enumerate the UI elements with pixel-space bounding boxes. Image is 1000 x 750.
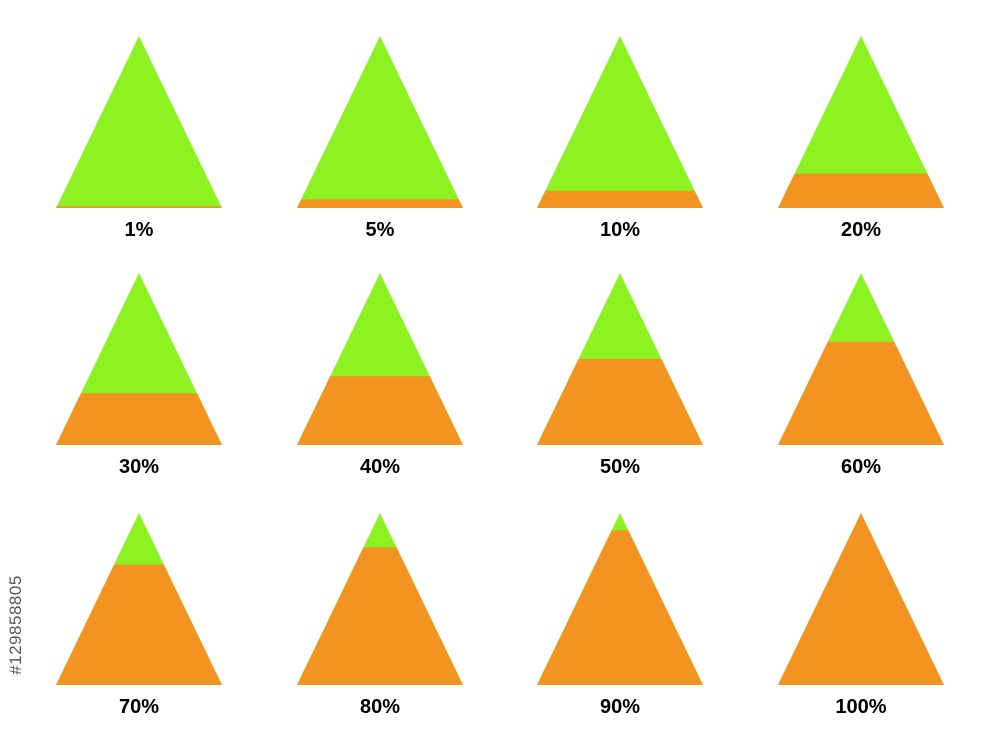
pyramid-10: 80% [297, 513, 463, 718]
pyramid-filled-part [778, 341, 944, 445]
stock-id-watermark: #129858805 [2, 510, 30, 740]
pyramid-filled-part [297, 376, 463, 445]
pyramid-percent-label: 10% [600, 219, 640, 241]
pyramid-percent-label: 40% [360, 456, 400, 478]
pyramid-4: 20% [778, 36, 944, 241]
pyramid-1: 1% [56, 36, 222, 241]
pyramid-2: 5% [297, 36, 463, 241]
pyramid-filled-part [56, 564, 222, 685]
pyramid-percent-label: 90% [600, 696, 640, 718]
pyramid-percent-label: 100% [835, 696, 886, 718]
pyramid-filled-part [297, 547, 463, 685]
pyramid-filled-part [297, 199, 463, 208]
pyramid-percent-label: 5% [366, 219, 395, 241]
pyramid-percent-label: 60% [841, 456, 881, 478]
pyramid-percent-label: 80% [360, 696, 400, 718]
pyramid-percent-label: 70% [119, 696, 159, 718]
pyramid-9: 70% [56, 513, 222, 718]
pyramid-11: 90% [537, 513, 703, 718]
pyramid-filled-part [537, 530, 703, 685]
pyramid-7: 50% [537, 273, 703, 478]
pyramid-5: 30% [56, 273, 222, 478]
pyramid-filled-part [778, 513, 944, 685]
pyramid-percent-label: 20% [841, 219, 881, 241]
pyramid-filled-part [537, 190, 703, 208]
pyramid-percent-label: 30% [119, 456, 159, 478]
pyramid-empty-part [297, 36, 463, 208]
stock-id-text: #129858805 [6, 575, 26, 675]
pyramid-6: 40% [297, 273, 463, 478]
pyramid-filled-part [778, 173, 944, 208]
pyramid-empty-part [537, 36, 703, 208]
pyramid-filled-part [537, 359, 703, 445]
pyramid-filled-part [56, 393, 222, 445]
pyramid-8: 60% [778, 273, 944, 478]
pyramid-percent-label: 1% [125, 219, 154, 241]
pyramid-empty-part [778, 36, 944, 208]
pyramid-filled-part [56, 206, 222, 208]
pyramid-empty-part [56, 36, 222, 208]
pyramid-3: 10% [537, 36, 703, 241]
pyramid-12: 100% [778, 513, 944, 718]
pyramid-percent-label: 50% [600, 456, 640, 478]
